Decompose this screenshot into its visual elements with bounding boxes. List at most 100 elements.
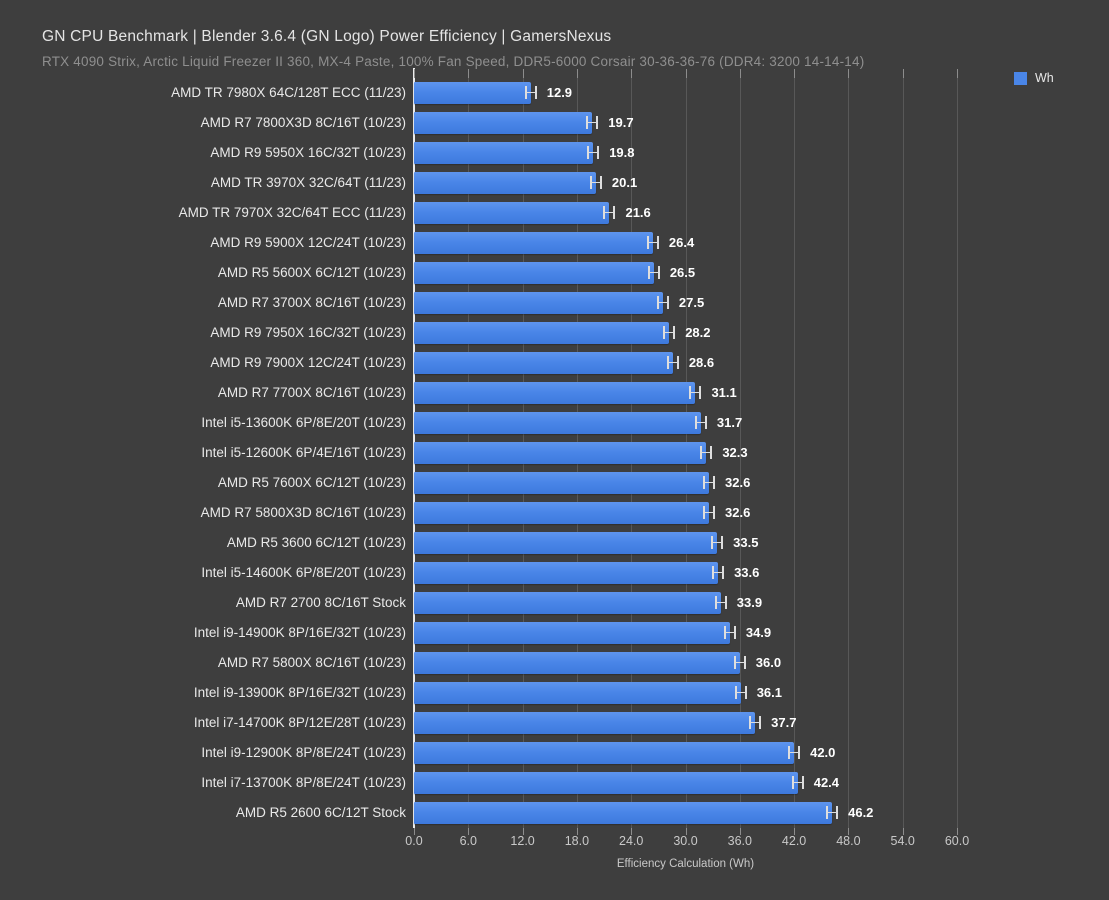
x-tick-label: 30.0 <box>673 834 698 848</box>
value-label: 32.3 <box>722 445 748 460</box>
x-tick-mark-bottom <box>739 828 741 835</box>
bar <box>414 802 833 824</box>
bar-row: AMD R7 3700X 8C/16T (10/23) 27.5 <box>0 288 1109 318</box>
bar-row: AMD R5 5600X 6C/12T (10/23) 26.5 <box>0 258 1109 288</box>
bar-row: AMD TR 7980X 64C/128T ECC (11/23) 12.9 <box>0 78 1109 108</box>
value-label: 36.1 <box>756 685 783 700</box>
value-label: 26.4 <box>668 235 695 250</box>
x-tick-mark-top <box>522 69 524 78</box>
category-label: Intel i9-13900K 8P/16E/32T (10/23) <box>193 685 406 700</box>
x-tick-mark-bottom <box>631 828 633 835</box>
x-axis-title: Efficiency Calculation (Wh) <box>616 858 755 870</box>
error-bar-whisker <box>733 656 746 669</box>
x-tick-mark-bottom <box>414 828 415 835</box>
category-label: AMD R5 2600 6C/12T Stock <box>235 805 406 820</box>
category-label: AMD R7 2700 8C/16T Stock <box>235 595 406 610</box>
bar-row: AMD R5 3600 6C/12T (10/23) 33.5 <box>0 528 1109 558</box>
x-tick-label: 18.0 <box>564 834 590 848</box>
bar-row: AMD R5 2600 6C/12T Stock 46.2 <box>0 798 1109 828</box>
bar <box>414 622 730 644</box>
value-label: 34.9 <box>745 625 772 640</box>
value-label: 12.9 <box>546 85 573 100</box>
x-tick-mark-bottom <box>576 828 578 835</box>
bar-row: AMD R7 7700X 8C/16T (10/23) 31.1 <box>0 378 1109 408</box>
category-label: AMD R7 7800X3D 8C/16T (10/23) <box>200 115 406 130</box>
category-label: AMD R9 5900X 12C/24T (10/23) <box>210 235 406 250</box>
category-label: AMD TR 7980X 64C/128T ECC (11/23) <box>171 85 406 100</box>
bar <box>414 742 795 764</box>
bar <box>414 682 741 704</box>
error-bar-whisker <box>700 446 713 459</box>
bar-row: Intel i7-13700K 8P/8E/24T (10/23) 42.4 <box>0 768 1109 798</box>
error-bar-whisker <box>524 86 537 99</box>
bar <box>414 532 718 554</box>
error-bar-whisker <box>826 806 839 819</box>
bar <box>414 712 756 734</box>
category-label: AMD R9 7900X 12C/24T (10/23) <box>210 355 406 370</box>
category-label: Intel i9-14900K 8P/16E/32T (10/23) <box>193 625 406 640</box>
bar <box>414 592 721 614</box>
value-label: 20.1 <box>611 175 638 190</box>
chart-title: GN CPU Benchmark | Blender 3.6.4 (GN Log… <box>42 28 612 45</box>
x-tick-mark-bottom <box>848 828 850 835</box>
x-tick-label: 54.0 <box>890 834 915 848</box>
x-tick-mark-bottom <box>902 828 904 835</box>
value-label: 33.9 <box>736 595 763 610</box>
legend-label: Wh <box>1035 71 1054 85</box>
bar-row: AMD R7 7800X3D 8C/16T (10/23) 19.7 <box>0 108 1109 138</box>
bar-row: AMD R9 7950X 16C/32T (10/23) 28.2 <box>0 318 1109 348</box>
category-label: AMD R7 3700X 8C/16T (10/23) <box>217 295 406 310</box>
error-bar-whisker <box>586 116 599 129</box>
error-bar-whisker <box>749 716 762 729</box>
bar <box>414 502 710 524</box>
bar <box>414 262 654 284</box>
x-tick-mark-bottom <box>468 828 470 835</box>
error-bar-whisker <box>788 746 801 759</box>
bar <box>414 142 594 164</box>
gridline <box>902 78 904 828</box>
error-bar-whisker <box>714 596 727 609</box>
x-tick-label: 0.0 <box>405 834 423 848</box>
value-label: 46.2 <box>848 805 874 820</box>
legend-color-swatch <box>1014 71 1027 85</box>
value-label: 19.7 <box>608 115 634 130</box>
x-axis-tick-labels: 0.0 6.0 12.0 18.0 24.0 30.0 36.0 42.0 48.0 54.0 60… <box>405 834 969 852</box>
value-label: 33.6 <box>734 565 760 580</box>
category-label: AMD R5 3600 6C/12T (10/23) <box>226 535 406 550</box>
bar-row: AMD R9 5900X 12C/24T (10/23) 26.4 <box>0 228 1109 258</box>
value-label: 21.6 <box>625 205 651 220</box>
bar <box>414 382 696 404</box>
bar <box>414 322 670 344</box>
x-tick-label: 36.0 <box>727 834 752 848</box>
x-tick-label: 60.0 <box>944 834 970 848</box>
x-tick-mark-bottom <box>794 828 796 835</box>
gridline <box>848 78 850 828</box>
bar-row: AMD TR 3970X 32C/64T (11/23) 20.1 <box>0 168 1109 198</box>
bar-row: AMD TR 7970X 32C/64T ECC (11/23) 21.6 <box>0 198 1109 228</box>
error-bar-whisker <box>603 206 616 219</box>
bar-row: AMD R9 7900X 12C/24T (10/23) 28.6 <box>0 348 1109 378</box>
category-label: AMD R7 5800X3D 8C/16T (10/23) <box>200 505 406 520</box>
category-label: AMD R5 7600X 6C/12T (10/23) <box>217 475 406 490</box>
bar-row: AMD R7 5800X 8C/16T (10/23) 36.0 <box>0 648 1109 678</box>
bar <box>414 472 710 494</box>
value-label: 37.7 <box>771 715 797 730</box>
bar-row: AMD R7 5800X3D 8C/16T (10/23) 32.6 <box>0 498 1109 528</box>
x-tick-mark-top <box>685 69 687 78</box>
category-label: Intel i5-14600K 6P/8E/20T (10/23) <box>201 565 406 580</box>
x-tick-mark-bottom <box>685 828 687 835</box>
value-label: 27.5 <box>678 295 705 310</box>
bar-row: AMD R7 2700 8C/16T Stock 33.9 <box>0 588 1109 618</box>
bar <box>414 112 593 134</box>
bar <box>414 232 653 254</box>
value-label: 28.2 <box>685 325 711 340</box>
category-label: Intel i7-13700K 8P/8E/24T (10/23) <box>201 775 406 790</box>
value-label: 19.8 <box>609 145 635 160</box>
bar-row: AMD R5 7600X 6C/12T (10/23) 32.6 <box>0 468 1109 498</box>
bar <box>414 652 740 674</box>
error-bar-whisker <box>663 326 676 339</box>
x-tick-mark-top <box>468 69 470 78</box>
value-label: 33.5 <box>733 535 759 550</box>
value-label: 42.4 <box>813 775 840 790</box>
bar-row: Intel i9-14900K 8P/16E/32T (10/23) 34.9 <box>0 618 1109 648</box>
